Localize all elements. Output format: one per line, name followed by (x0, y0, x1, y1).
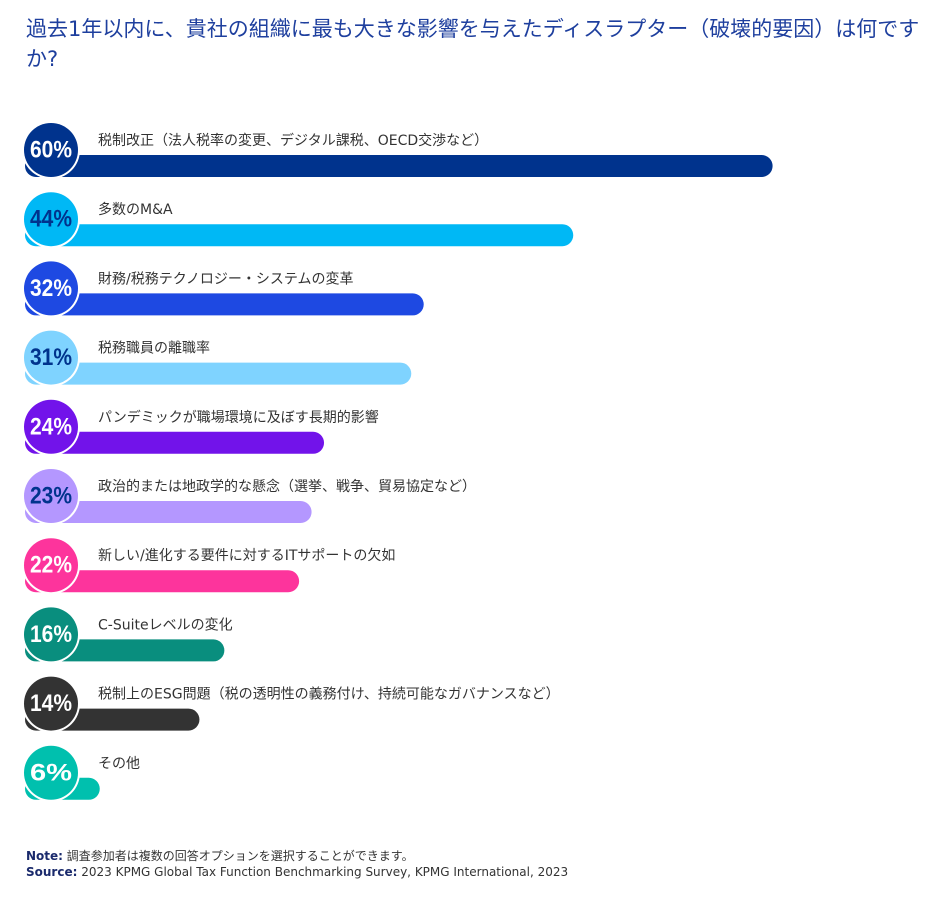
badge (24, 469, 78, 523)
category-label: その他 (98, 756, 140, 772)
bar (25, 362, 412, 385)
badge (24, 330, 78, 385)
badge (24, 676, 78, 731)
value-label: 60% (30, 137, 72, 164)
source-label: Source: (26, 865, 78, 879)
bar (25, 224, 574, 247)
chart: 60% 税制改正（法人税率の変更、デジタル課税、OECD交渉など） 44% 多数のM&… (22, 121, 773, 802)
note-text: 調査参加者は複数の回答オプションを選択することができます。 (66, 849, 414, 863)
note: Note: 調査参加者は複数の回答オプションを選択することができます。 (26, 848, 568, 864)
badge (24, 192, 78, 247)
bar (25, 155, 773, 177)
category-label: 政治的または地政学的な懸念（選挙、戦争、貿易協定など） (98, 478, 476, 495)
bar (25, 501, 312, 523)
category-label: 税制上のESG問題（税の透明性の義務付け、持続可能なガバナンスなど） (98, 686, 560, 703)
value-label: 23% (30, 483, 72, 510)
value-label: 16% (30, 621, 72, 648)
source: Source: 2023 KPMG Global Tax Function Be… (26, 864, 568, 880)
value-label: 31% (30, 344, 72, 371)
footnotes: Note: 調査参加者は複数の回答オプションを選択することができます。 Sour… (26, 848, 568, 880)
note-label: Note: (26, 849, 63, 863)
value-label: 14% (30, 690, 72, 717)
value-label: 44% (30, 206, 72, 233)
badge (24, 399, 78, 454)
bar (25, 293, 424, 316)
bar (25, 570, 300, 593)
category-label: 税務職員の離職率 (98, 340, 210, 357)
badge (24, 123, 78, 177)
badge (24, 607, 78, 662)
category-label: 多数のM&A (98, 201, 173, 218)
category-label: パンデミックが職場環境に及ぼす長期的影響 (98, 409, 379, 426)
value-label: 24% (30, 413, 72, 440)
category-label: C-Suiteレベルの変化 (98, 616, 233, 633)
chart-title: 過去1年以内に、貴社の組織に最も大きな影響を与えたディスラプター（破壊的要因）は… (26, 17, 920, 71)
badge (24, 538, 78, 593)
category-label: 財務/税務テクノロジー・システムの変革 (98, 270, 353, 287)
badge (24, 745, 78, 800)
category-label: 新しい/進化する要件に対するITサポートの欠如 (98, 548, 395, 564)
category-label: 税制改正（法人税率の変更、デジタル課税、OECD交渉など） (98, 132, 488, 149)
value-label: 32% (30, 275, 72, 302)
source-text: 2023 KPMG Global Tax Function Benchmarki… (81, 865, 569, 879)
value-label: 6% (30, 759, 72, 786)
value-label: 22% (30, 552, 72, 579)
badge (24, 261, 78, 316)
bar (25, 431, 325, 454)
